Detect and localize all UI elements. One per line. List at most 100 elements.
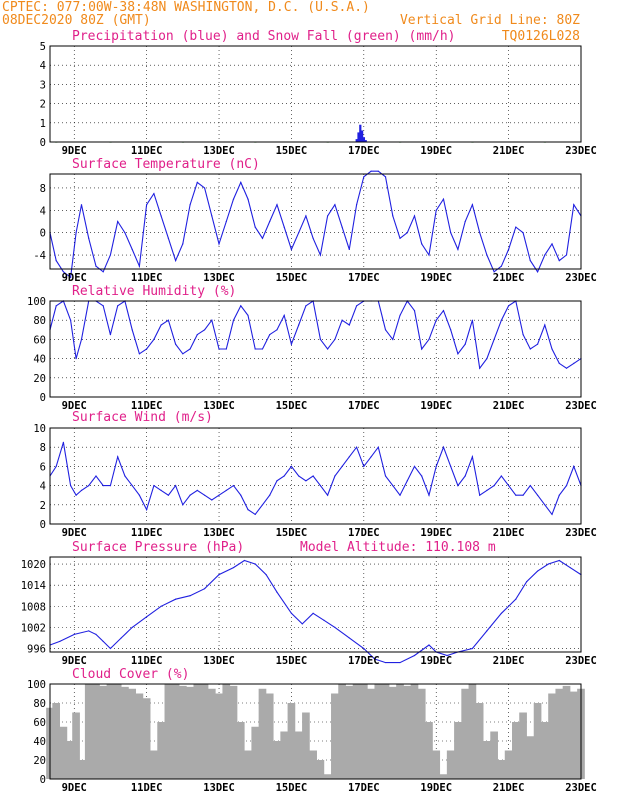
wind-point bbox=[500, 475, 502, 477]
humidity-point bbox=[298, 324, 300, 326]
wind-ytick-label: 0 bbox=[40, 519, 46, 531]
temp-ytick-label: 8 bbox=[40, 183, 46, 195]
wind-xtick-label: 19DEC bbox=[420, 527, 452, 539]
wind-title: Surface Wind (m/s) bbox=[72, 410, 213, 425]
humidity-point bbox=[536, 343, 539, 345]
wind-ytick-label: 8 bbox=[40, 442, 46, 454]
precip-xtick-label: 13DEC bbox=[203, 145, 235, 157]
cloud-bar bbox=[359, 684, 368, 779]
cloud-bar bbox=[526, 736, 535, 779]
temp-point bbox=[442, 198, 445, 200]
cloud-bar bbox=[164, 684, 173, 779]
temp-point bbox=[573, 204, 575, 206]
temp-point bbox=[479, 232, 481, 234]
humidity-point bbox=[175, 343, 177, 345]
cloud-bar bbox=[113, 684, 122, 779]
pressure-point bbox=[131, 626, 133, 628]
pressure-point bbox=[120, 637, 122, 639]
cloud-bar bbox=[367, 688, 375, 779]
cloud-bar bbox=[179, 685, 187, 779]
wind-point bbox=[175, 485, 177, 487]
precip-xtick-label: 17DEC bbox=[348, 145, 380, 157]
wind-point bbox=[464, 475, 466, 477]
humidity-point bbox=[565, 367, 568, 369]
wind-xtick-label: 11DEC bbox=[131, 527, 163, 539]
pressure-xtick-label: 21DEC bbox=[493, 655, 525, 667]
cloud-bar bbox=[490, 731, 498, 779]
wind-point bbox=[70, 485, 72, 487]
cloud-bar bbox=[352, 684, 361, 779]
temp-point bbox=[435, 209, 437, 211]
wind-point bbox=[146, 509, 148, 511]
precip-frame bbox=[49, 45, 582, 143]
humidity-point bbox=[334, 338, 336, 340]
cloud-ytick-label: 100 bbox=[27, 679, 46, 691]
pressure-point bbox=[189, 595, 191, 597]
precip-panel: 0 1 2 3 4 5 9DEC 11DEC 13DEC 15DEC 17DEC 19DEC 21DEC… bbox=[40, 41, 597, 157]
humidity-ytick-label: 80 bbox=[33, 315, 46, 327]
humidity-point bbox=[75, 358, 77, 360]
cloud-bar bbox=[417, 688, 426, 779]
humidity-point bbox=[138, 353, 141, 355]
wind-point bbox=[167, 494, 169, 496]
humidity-point bbox=[225, 348, 227, 350]
humidity-point bbox=[80, 338, 83, 340]
temp-point bbox=[131, 248, 133, 251]
wind-point bbox=[232, 485, 235, 487]
temp-point bbox=[189, 204, 191, 206]
temp-point bbox=[558, 260, 560, 262]
temp-point bbox=[290, 248, 293, 251]
cloud-bar bbox=[150, 750, 158, 779]
humidity-point bbox=[218, 348, 220, 350]
temp-point bbox=[153, 192, 155, 195]
humidity-point bbox=[109, 334, 112, 336]
temp-point bbox=[298, 232, 300, 234]
pressure-point bbox=[526, 581, 528, 583]
temp-point bbox=[319, 254, 321, 256]
wind-point bbox=[377, 446, 379, 448]
pressure-series-line bbox=[49, 559, 582, 664]
pressure-ytick-label: 1020 bbox=[21, 559, 46, 571]
cloud-bar bbox=[302, 712, 310, 779]
humidity-xtick-label: 11DEC bbox=[131, 400, 163, 412]
precip-xtick-label: 9DEC bbox=[62, 145, 87, 157]
temp-point bbox=[515, 226, 517, 228]
temp-point bbox=[457, 248, 459, 251]
humidity-point bbox=[508, 305, 510, 307]
temp-point bbox=[551, 243, 553, 245]
wind-point bbox=[319, 485, 321, 487]
temp-point bbox=[384, 176, 387, 178]
cloud-bar bbox=[171, 684, 180, 779]
humidity-point bbox=[211, 319, 213, 321]
cloud-bar bbox=[381, 684, 390, 779]
humidity-point bbox=[544, 324, 546, 326]
pressure-point bbox=[59, 640, 61, 643]
temp-point bbox=[348, 248, 350, 251]
humidity-point bbox=[305, 305, 307, 307]
cloud-bar bbox=[258, 688, 267, 779]
temp-point bbox=[341, 226, 343, 228]
pressure-point bbox=[323, 619, 325, 621]
humidity-point bbox=[558, 362, 560, 364]
temp-xtick-label: 13DEC bbox=[203, 272, 235, 284]
cloud-frame bbox=[49, 683, 582, 780]
cloud-bar bbox=[229, 685, 238, 779]
pressure-ytick-label: 1002 bbox=[21, 622, 46, 634]
temp-point bbox=[240, 181, 242, 183]
precip-ytick-label: 4 bbox=[40, 60, 46, 72]
wind-point bbox=[109, 485, 112, 487]
wind-point bbox=[247, 509, 249, 511]
cloud-bar bbox=[446, 750, 455, 779]
cloud-bar bbox=[388, 686, 397, 779]
temp-title: Surface Temperature (nC) bbox=[72, 157, 260, 172]
wind-point bbox=[131, 485, 133, 487]
temp-point bbox=[450, 232, 452, 234]
humidity-point bbox=[493, 338, 495, 340]
cloud-bar bbox=[280, 731, 289, 779]
precip-ytick-label: 3 bbox=[40, 79, 46, 91]
humidity-ytick-label: 0 bbox=[40, 392, 46, 404]
header-location: CPTEC: 077:00W-38:48N WASHINGTON, D.C. (… bbox=[2, 0, 370, 15]
wind-ytick-label: 6 bbox=[40, 461, 46, 473]
cloud-bar bbox=[207, 688, 216, 779]
wind-point bbox=[283, 475, 285, 477]
